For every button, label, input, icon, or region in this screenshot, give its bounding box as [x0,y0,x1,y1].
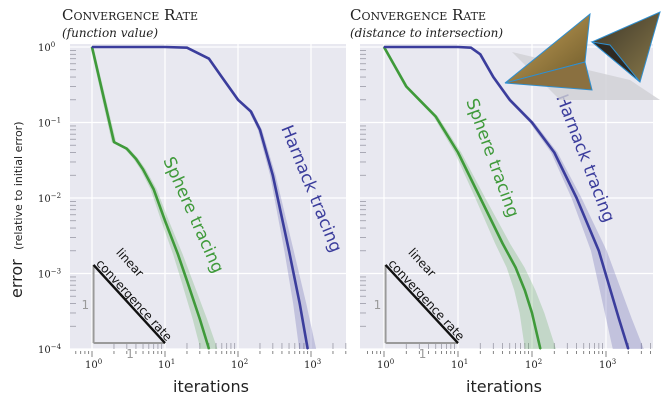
data-point [153,189,154,190]
data-point [259,129,260,130]
data-point [435,116,436,117]
y-tick-label: 10−4 [38,343,62,356]
data-point [221,76,222,77]
data-point [406,86,407,87]
data-point [419,99,420,100]
data-point [515,267,516,268]
data-point [288,250,289,251]
data-point [91,46,92,47]
data-point [237,99,238,100]
x-tick-label: 103 [599,358,616,371]
data-point [299,303,300,304]
data-point [186,47,187,48]
y-tick-label: 10−1 [38,117,61,130]
panel2-subtitle: (distance to intersection) [350,26,503,40]
data-point [457,152,458,153]
x-tick-label: 103 [304,358,321,371]
panel2-title: Convergence Rate [350,6,486,24]
data-point [135,158,136,159]
x-tick-label: 102 [231,358,248,371]
x-axis-label-2: iterations [466,377,542,396]
data-point [480,197,481,198]
data-point [502,243,503,244]
y-tick-label: 10−3 [38,268,61,281]
triangle-side-label: 1 [374,298,382,312]
data-point [177,254,178,255]
y-tick-label: 10−2 [38,192,61,205]
data-point [628,348,629,349]
data-point [554,152,555,153]
data-point [307,348,308,349]
data-point [113,142,114,143]
data-point [457,46,458,47]
data-point [618,318,619,319]
triangle-side-label: 1 [82,298,90,312]
data-point [531,122,532,123]
x-tick-label: 101 [158,358,175,371]
triangle-side-label: 1 [419,347,427,361]
data-point [480,54,481,55]
data-point [576,197,577,198]
data-point [540,348,541,349]
data-point [208,58,209,59]
data-point [493,76,494,77]
data-point [199,318,200,319]
x-tick-label: 100 [85,358,102,371]
data-point [186,280,187,281]
data-point [524,290,525,291]
data-point [470,47,471,48]
x-tick-label: 102 [525,358,542,371]
data-point [598,250,599,251]
y-axis-label: error [7,259,26,298]
y-axis-sublabel: (relative to initial error) [12,122,25,251]
x-axis-label-1: iterations [173,377,249,396]
data-point [164,46,165,47]
triangle-side-label: 1 [126,347,134,361]
data-point [208,348,209,349]
data-point [142,169,143,170]
data-point [509,99,510,100]
y-tick-label: 100 [38,41,55,54]
panel1-title: Convergence Rate [62,6,198,24]
data-point [126,148,127,149]
data-point [383,46,384,47]
panel1-subtitle: (function value) [62,26,158,40]
data-point [164,220,165,221]
data-point [250,111,251,112]
data-point [272,175,273,176]
x-tick-label: 101 [451,358,468,371]
x-tick-label: 100 [377,358,394,371]
data-point [531,312,532,313]
